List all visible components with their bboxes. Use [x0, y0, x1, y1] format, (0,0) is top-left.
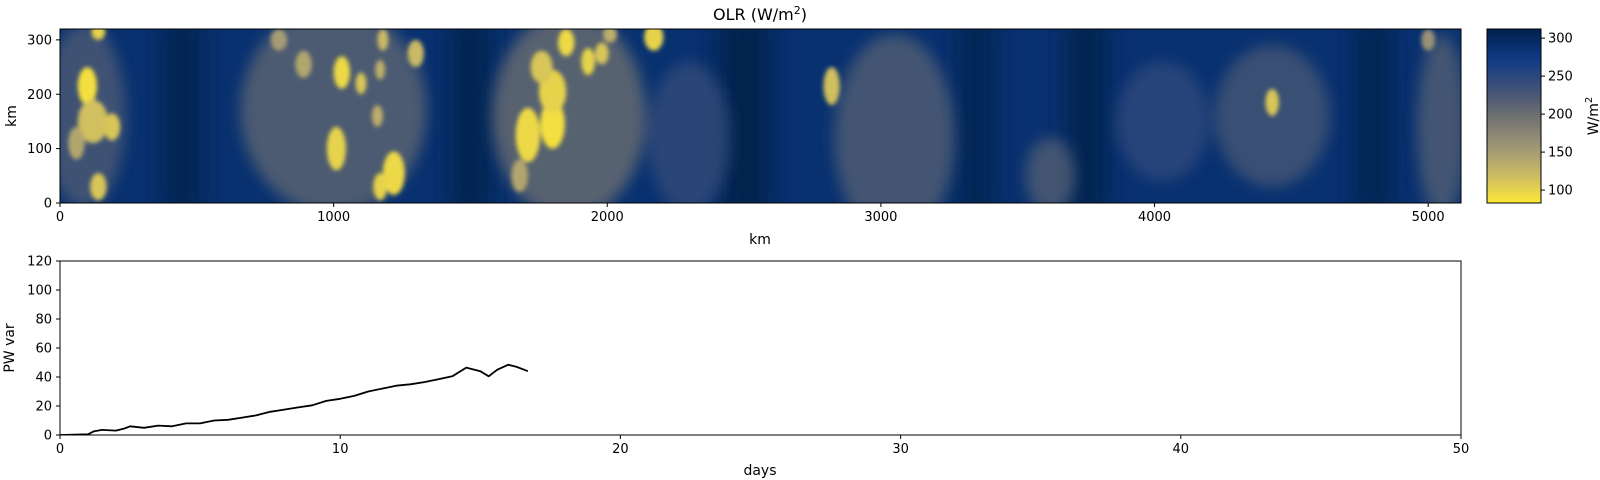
line-y-tick-label: 120 [27, 255, 52, 270]
olr-haze-region [1417, 34, 1461, 203]
line-y-tick-label: 100 [27, 284, 52, 299]
heatmap-x-tick-label: 1000 [317, 210, 350, 225]
colorbar-label-main: W/m [1586, 103, 1600, 135]
olr-convective-cell [603, 29, 617, 43]
olr-haze-region [1025, 137, 1076, 203]
heatmap-title-main: OLR (W/m [713, 5, 794, 24]
line-x-label: days [743, 463, 776, 479]
olr-convective-cell [581, 48, 595, 76]
olr-dark-band [961, 29, 992, 203]
olr-haze-region [648, 61, 731, 203]
line-y-tick-label: 40 [35, 371, 52, 386]
olr-convective-cell [515, 107, 541, 163]
heatmap-y-tick-label: 0 [44, 197, 52, 212]
heatmap-x-tick-label: 2000 [591, 210, 624, 225]
olr-convective-cell [382, 151, 405, 195]
heatmap-title-sup: 2 [794, 4, 801, 17]
olr-dark-bands [166, 29, 1389, 203]
olr-dark-band [1358, 29, 1389, 203]
olr-convective-cell [407, 39, 424, 68]
heatmap-y-tick-label: 100 [27, 142, 52, 157]
olr-convective-cell [68, 126, 85, 160]
olr-convective-cell [1265, 88, 1280, 116]
olr-colorbar: 100 150 200 250 300 W/m2 [1486, 28, 1600, 204]
line-y-label: PW var [2, 323, 18, 373]
olr-convective-cell [540, 99, 565, 149]
pw-var-series-line [60, 363, 529, 435]
colorbar-ticks: 100 150 200 250 300 [1541, 32, 1573, 199]
line-x-ticks: 0 10 20 30 40 50 [56, 435, 1469, 457]
line-x-tick-label: 40 [1173, 442, 1190, 457]
olr-dark-band [452, 29, 489, 203]
line-y-ticks: 0 20 40 60 80 100 120 [27, 255, 60, 444]
pw-var-line-panel: 0 10 20 30 40 50 0 20 40 60 80 100 120 days PW var [2, 255, 1469, 480]
heatmap-x-tick-label: 5000 [1412, 210, 1445, 225]
heatmap-y-tick-label: 300 [27, 33, 52, 48]
olr-dark-band [1068, 29, 1104, 203]
heatmap-frame [59, 28, 1462, 204]
olr-haze-region [1116, 61, 1210, 182]
heatmap-y-label: km [4, 105, 20, 127]
olr-convective-cell [594, 42, 609, 65]
olr-convective-cell [91, 29, 106, 40]
olr-convective-cell [295, 50, 312, 78]
olr-convective-cell [375, 59, 386, 80]
colorbar-tick-label: 300 [1548, 32, 1573, 47]
olr-field [60, 29, 1461, 203]
heatmap-y-ticks: 0 100 200 300 [27, 33, 60, 212]
olr-convective-cell [373, 173, 387, 201]
colorbar-tick-label: 250 [1548, 70, 1573, 85]
olr-convective-cell [511, 159, 528, 193]
olr-convective-cell [355, 72, 367, 95]
olr-convective-cell [644, 29, 664, 51]
olr-heatmap-panel: OLR (W/m2) 0 1000 2000 3000 4000 5000 0 100 200… [4, 4, 1462, 248]
colorbar-tick-label: 100 [1548, 184, 1573, 199]
olr-dark-band [166, 29, 200, 203]
olr-convective-cell [371, 105, 383, 127]
heatmap-x-tick-label: 0 [56, 210, 64, 225]
colorbar-bar [1486, 28, 1542, 204]
olr-convective-cell [1421, 29, 1436, 51]
colorbar-tick-label: 150 [1548, 146, 1573, 161]
heatmap-x-tick-label: 4000 [1138, 210, 1171, 225]
colorbar-tick-label: 200 [1548, 108, 1573, 123]
olr-convective-cell [333, 56, 351, 89]
line-x-tick-label: 0 [56, 442, 64, 457]
colorbar-label: W/m2 [1584, 97, 1600, 136]
line-y-tick-label: 60 [35, 342, 52, 357]
olr-convective-cell [558, 29, 575, 57]
olr-convective-cell [77, 67, 97, 106]
heatmap-x-ticks: 0 1000 2000 3000 4000 5000 [56, 203, 1445, 225]
heatmap-y-tick-label: 200 [27, 88, 52, 103]
heatmap-x-tick-label: 3000 [864, 210, 897, 225]
olr-convective-cell [530, 50, 553, 84]
olr-convective-cell [377, 29, 389, 51]
olr-convective-cell [823, 67, 840, 106]
olr-haze-region [834, 34, 955, 203]
line-y-tick-label: 80 [35, 313, 52, 328]
line-y-tick-label: 20 [35, 400, 52, 415]
olr-convective-cell [326, 126, 346, 171]
line-x-tick-label: 30 [892, 442, 909, 457]
olr-cloud-haze [60, 29, 1461, 203]
olr-convective-cell [270, 29, 288, 51]
olr-convective-cell [90, 173, 107, 201]
heatmap-x-label: km [749, 232, 771, 248]
colorbar-label-sup: 2 [1584, 97, 1595, 103]
olr-convective-cell [103, 113, 121, 141]
line-plot-background [60, 261, 1461, 435]
line-x-tick-label: 10 [332, 442, 349, 457]
line-x-tick-label: 20 [612, 442, 629, 457]
olr-convective-cells [68, 29, 1436, 201]
olr-convective-cell [77, 99, 108, 144]
heatmap-title: OLR (W/m2) [713, 4, 807, 24]
heatmap-title-close: ) [801, 5, 807, 24]
line-y-tick-label: 0 [44, 429, 52, 444]
line-x-tick-label: 50 [1453, 442, 1470, 457]
